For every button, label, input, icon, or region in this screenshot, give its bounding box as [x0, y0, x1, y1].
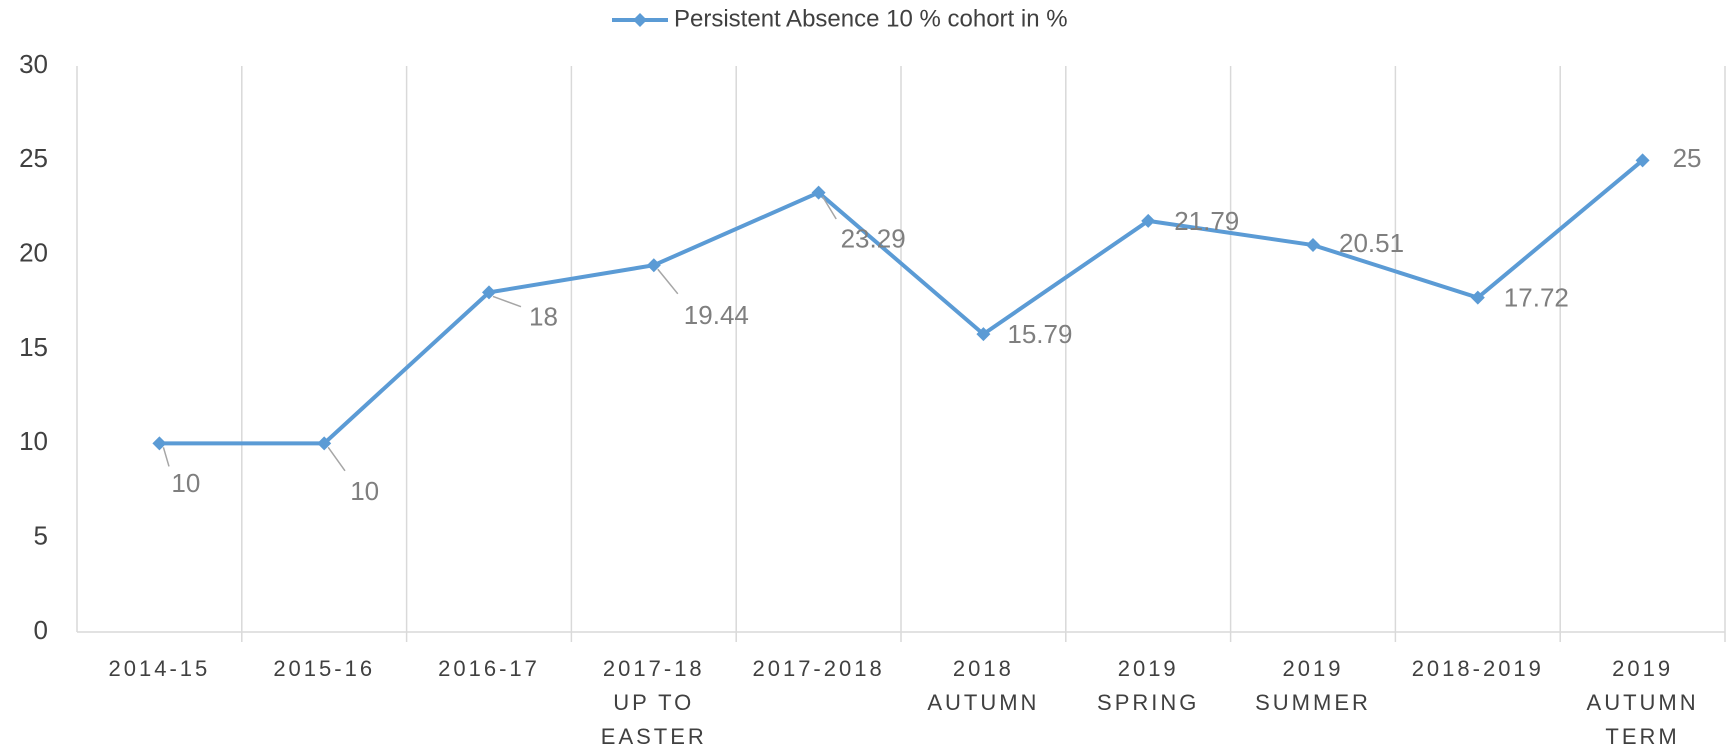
leader-line: [657, 268, 679, 295]
leader-line: [162, 447, 170, 467]
data-label: 21.79: [1174, 206, 1239, 236]
y-tick-label: 15: [19, 332, 48, 362]
marker: [1306, 238, 1320, 253]
x-tick-label: 2017-18: [603, 656, 705, 681]
data-label: 18: [529, 301, 558, 331]
data-label: 25: [1673, 143, 1702, 173]
y-tick-label: 10: [19, 426, 48, 456]
y-tick-label: 20: [19, 238, 48, 268]
x-tick-label: AUTUMN: [1587, 690, 1699, 715]
data-label: 10: [171, 468, 200, 498]
data-label: 20.51: [1339, 228, 1404, 258]
x-tick-label: 2018: [953, 656, 1014, 681]
x-tick-label: 2016-17: [438, 656, 540, 681]
data-label: 10: [350, 476, 379, 506]
data-label: 17.72: [1504, 283, 1569, 313]
data-label: 23.29: [841, 223, 906, 253]
x-tick-label: 2019: [1612, 656, 1673, 681]
x-tick-label: 2014-15: [109, 656, 211, 681]
marker: [1470, 290, 1485, 305]
x-tick-label: EASTER: [601, 724, 707, 749]
marker: [317, 436, 332, 451]
marker: [811, 185, 826, 200]
y-tick-label: 5: [34, 521, 48, 551]
data-label: 15.79: [1007, 319, 1072, 349]
x-tick-label: SPRING: [1097, 690, 1199, 715]
y-tick-label: 30: [19, 49, 48, 79]
marker: [152, 436, 167, 451]
y-tick-label: 25: [19, 143, 48, 173]
x-tick-label: 2015-16: [273, 656, 375, 681]
marker: [1635, 153, 1650, 168]
x-tick-label: 2019: [1283, 656, 1344, 681]
data-label: 19.44: [684, 300, 749, 330]
leader-line: [821, 196, 837, 220]
x-tick-label: 2017-2018: [752, 656, 884, 681]
x-tick-label: TERM: [1605, 724, 1679, 749]
marker: [1141, 213, 1156, 228]
legend-label: Persistent Absence 10 % cohort in %: [674, 5, 1068, 32]
legend-marker: [633, 13, 647, 27]
marker: [646, 258, 661, 273]
x-tick-label: AUTUMN: [927, 690, 1039, 715]
leader-line: [327, 446, 346, 472]
x-tick-label: SUMMER: [1255, 690, 1371, 715]
x-tick-label: UP TO: [613, 690, 694, 715]
leader-line: [492, 295, 522, 308]
marker: [976, 327, 991, 342]
y-tick-label: 0: [34, 615, 48, 645]
marker: [482, 285, 496, 300]
x-tick-label: 2019: [1118, 656, 1179, 681]
x-tick-label: 2018-2019: [1412, 656, 1544, 681]
series-line: [159, 158, 1644, 446]
